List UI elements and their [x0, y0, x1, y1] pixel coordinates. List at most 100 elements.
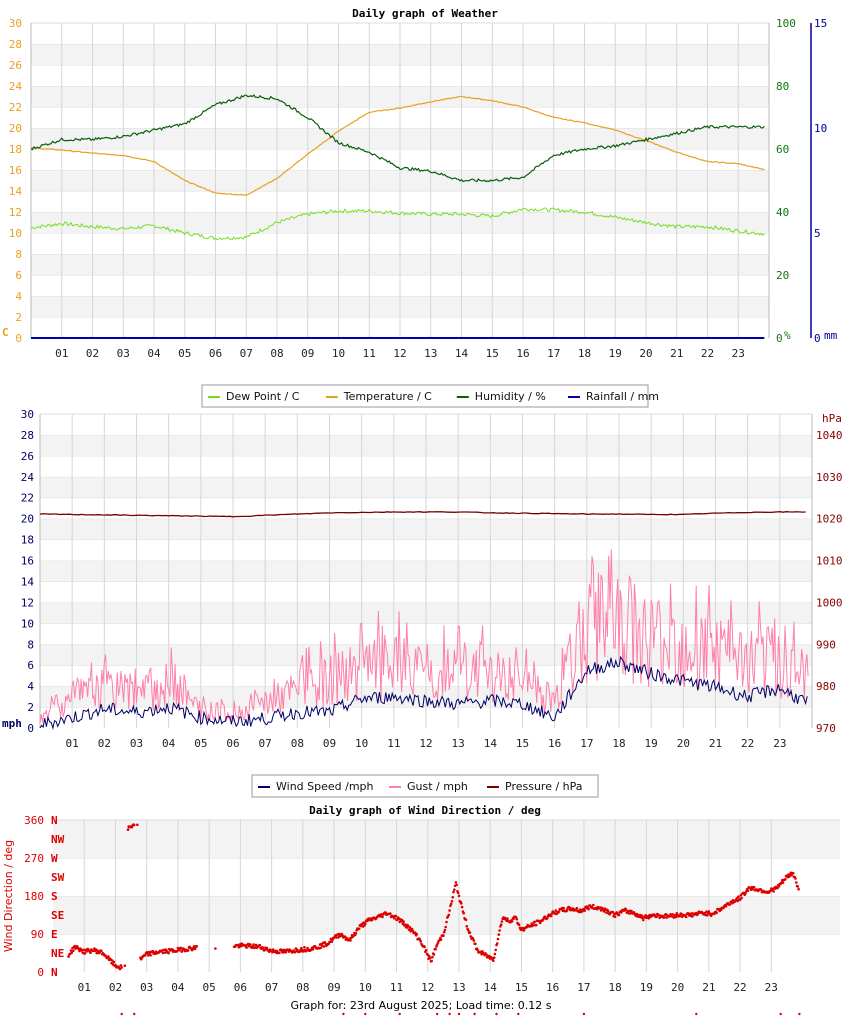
- compass-label: E: [51, 928, 58, 941]
- direction-point: [456, 891, 460, 895]
- y-tick-label: 80: [776, 80, 789, 93]
- direction-point: [510, 920, 514, 923]
- series-line: [30, 94, 765, 183]
- compass-label: SW: [51, 871, 65, 884]
- y-axis-unit: %: [784, 329, 791, 342]
- direction-point: [402, 920, 405, 923]
- direction-point: [409, 929, 412, 933]
- y-tick-label: 16: [21, 555, 34, 568]
- x-tick-label: 01: [66, 737, 79, 750]
- x-tick-label: 19: [640, 981, 653, 994]
- y-axis-unit: C: [2, 326, 9, 339]
- x-tick-label: 08: [291, 737, 304, 750]
- direction-point: [389, 912, 392, 915]
- direction-point: [432, 953, 436, 956]
- y-tick-label: 0: [37, 966, 44, 979]
- direction-point: [147, 954, 150, 957]
- wind-pressure-chart: 01 02 03 04 05 06 07 08 09 10 11 12 13 14 15 16 17 18 19 20…: [2, 408, 843, 750]
- y-tick-label: 100: [776, 17, 796, 30]
- x-tick-label: 16: [548, 737, 561, 750]
- x-tick-label: 21: [709, 737, 722, 750]
- x-tick-label: 23: [773, 737, 786, 750]
- direction-point: [781, 881, 785, 884]
- legend-label: Humidity / %: [475, 390, 546, 403]
- x-tick-label: 12: [419, 737, 432, 750]
- direction-point: [655, 915, 658, 919]
- x-tick-label: 10: [332, 347, 345, 360]
- direction-point: [791, 871, 795, 875]
- grid-band: [53, 820, 840, 858]
- series-line: [30, 95, 765, 196]
- x-tick-label: 22: [733, 981, 746, 994]
- direction-point: [167, 951, 170, 955]
- direction-point: [451, 896, 455, 899]
- direction-point: [678, 914, 682, 918]
- direction-point: [495, 942, 499, 945]
- x-tick-label: 15: [516, 737, 529, 750]
- direction-point: [517, 923, 521, 926]
- footer-text: Graph for: 23rd August 2025; Load time: …: [290, 999, 551, 1012]
- compass-label: SE: [51, 909, 64, 922]
- direction-point: [435, 1012, 439, 1016]
- x-tick-label: 15: [515, 981, 528, 994]
- direction-point: [545, 916, 549, 920]
- series-line: [39, 655, 808, 730]
- direction-point: [671, 913, 675, 916]
- direction-point: [384, 911, 387, 914]
- y-tick-label: 15: [814, 17, 827, 30]
- y-tick-label: 6: [15, 269, 22, 282]
- direction-point: [436, 941, 440, 945]
- x-tick-label: 19: [609, 347, 622, 360]
- direction-point: [72, 949, 75, 952]
- direction-point: [123, 964, 127, 967]
- y-axis-label: Wind Direction / deg: [2, 840, 15, 952]
- compass-label: S: [51, 890, 58, 903]
- direction-point: [499, 923, 503, 926]
- direction-point: [89, 951, 92, 954]
- direction-point: [442, 934, 445, 937]
- series-line: [39, 549, 809, 724]
- direction-point: [582, 1012, 586, 1016]
- direction-point: [740, 896, 743, 900]
- direction-point: [797, 887, 800, 891]
- direction-point: [330, 940, 334, 943]
- direction-point: [69, 949, 73, 952]
- direction-point: [178, 948, 181, 952]
- direction-point: [737, 895, 740, 898]
- y-tick-label: 1010: [816, 555, 843, 568]
- x-tick-label: 09: [301, 347, 314, 360]
- direction-point: [587, 907, 590, 911]
- direction-point: [739, 894, 743, 897]
- direction-point: [424, 949, 428, 952]
- y-tick-label: 5: [814, 227, 821, 240]
- direction-point: [493, 952, 497, 956]
- y-tick-label: 2: [27, 701, 34, 714]
- y-tick-label: 0: [15, 332, 22, 345]
- x-tick-label: 10: [359, 981, 372, 994]
- direction-point: [460, 902, 463, 905]
- direction-point: [495, 1012, 498, 1016]
- y-tick-label: 970: [816, 722, 836, 735]
- x-tick-label: 13: [452, 737, 465, 750]
- y-tick-label: 90: [31, 928, 44, 941]
- direction-point: [796, 885, 800, 888]
- direction-point: [472, 939, 476, 942]
- direction-point: [354, 932, 358, 935]
- x-tick-label: 08: [270, 347, 283, 360]
- direction-point: [67, 955, 70, 958]
- direction-point: [364, 1012, 367, 1016]
- direction-point: [557, 910, 561, 913]
- direction-point: [322, 945, 326, 948]
- x-tick-label: 02: [86, 347, 99, 360]
- direction-point: [794, 877, 797, 880]
- direction-point: [245, 946, 248, 949]
- x-tick-label: 07: [259, 737, 272, 750]
- legend-box: [201, 384, 649, 408]
- chart2-legend: Wind Speed /mph Gust / mph Pressure / hPa: [251, 774, 599, 798]
- x-tick-label: 20: [677, 737, 690, 750]
- direction-point: [790, 873, 793, 877]
- direction-point: [431, 955, 434, 959]
- direction-point: [706, 913, 709, 917]
- x-tick-label: 06: [226, 737, 239, 750]
- direction-point: [779, 1012, 782, 1016]
